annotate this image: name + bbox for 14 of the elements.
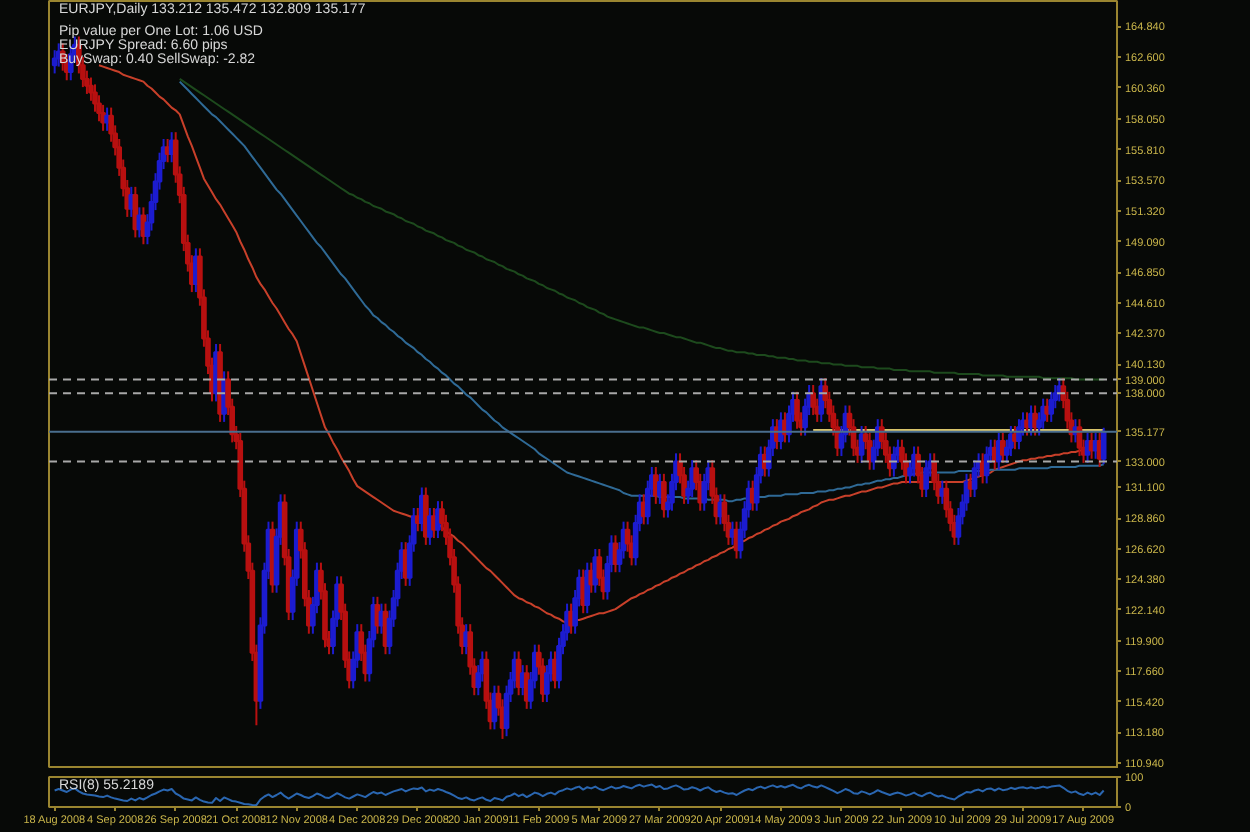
- candlestick: [128, 185, 135, 218]
- candlestick: [661, 472, 667, 519]
- candlestick: [1008, 425, 1014, 458]
- candlestick: [1048, 390, 1055, 423]
- candlestick: [92, 83, 98, 113]
- candlestick: [794, 390, 800, 430]
- candlestick: [1040, 397, 1046, 430]
- line-series: [178, 77, 1105, 381]
- candlestick: [51, 49, 58, 75]
- candlestick: [1016, 418, 1022, 451]
- candlestick: [939, 479, 946, 505]
- candlestick: [923, 459, 929, 499]
- candlestick: [1000, 431, 1006, 464]
- candlestick: [1100, 426, 1107, 466]
